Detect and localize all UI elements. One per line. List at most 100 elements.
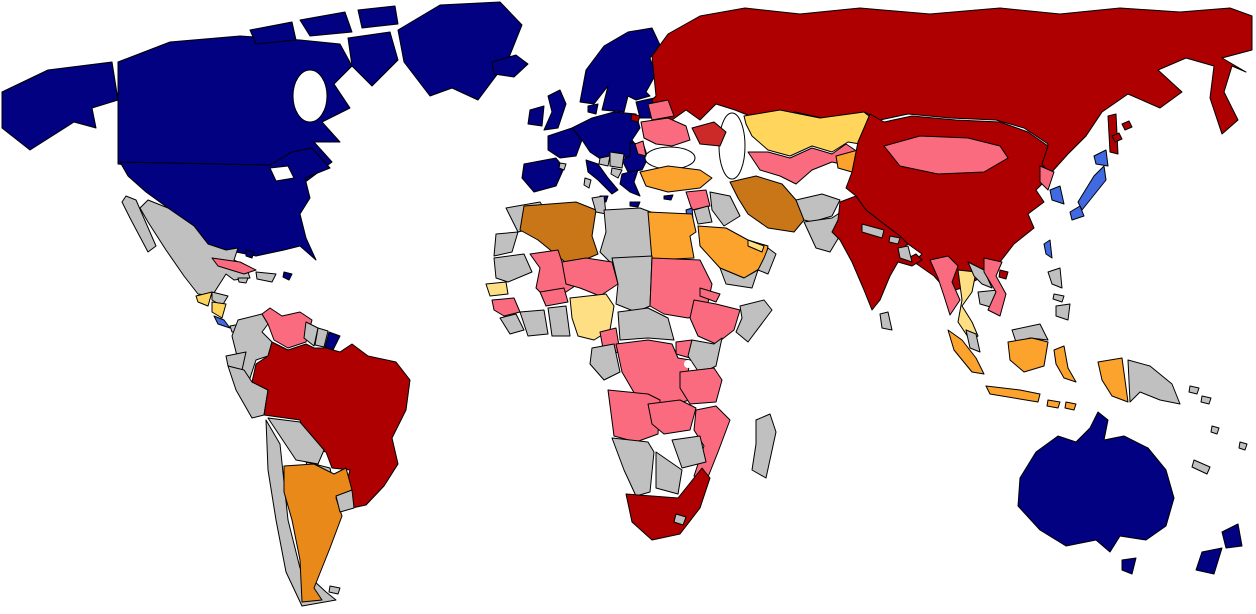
region-niger (561, 257, 619, 297)
region-greece (619, 169, 641, 197)
region-kaliningrad (630, 113, 641, 123)
region-java (985, 385, 1041, 403)
region-falklands (328, 585, 341, 595)
region-south-korea (1049, 185, 1065, 205)
region-burkina-faso (539, 287, 569, 307)
region-papua-new-guinea (1127, 359, 1181, 405)
region-caucasus (691, 121, 727, 147)
region-arctic-island (249, 21, 297, 45)
region-mongolia (883, 135, 1009, 175)
region-chad (611, 255, 653, 313)
region-cyprus (663, 194, 674, 201)
region-botswana (655, 451, 683, 495)
region-fiji (1238, 441, 1248, 451)
region-yemen (719, 267, 759, 289)
region-syria (685, 189, 711, 211)
region-brazil (251, 341, 411, 509)
region-laos (967, 261, 993, 289)
region-baja (121, 195, 157, 253)
region-ghana-togo-benin (547, 305, 571, 337)
region-kazakhstan (743, 109, 877, 157)
region-sakhalin (1107, 113, 1119, 155)
region-sulawesi (1053, 345, 1077, 383)
region-japan-hokkaido (1093, 149, 1109, 167)
region-luzon (1047, 267, 1063, 289)
region-bangladesh (897, 245, 913, 263)
region-iberia (521, 157, 565, 193)
region-west-papua (1097, 357, 1129, 403)
region-hainan (998, 269, 1009, 280)
region-bhutan (888, 235, 901, 245)
region-ireland (527, 105, 545, 127)
region-central-african-republic (617, 307, 675, 341)
region-sumatra (947, 329, 985, 375)
region-egypt (647, 211, 697, 261)
region-greenland (397, 1, 523, 101)
region-oman (757, 247, 777, 275)
region-australia (1017, 411, 1175, 553)
region-gabon-congo (589, 343, 621, 381)
region-solomon-islands (1188, 385, 1200, 395)
region-taiwan (1043, 239, 1053, 259)
region-uruguay (335, 489, 355, 513)
region-denmark (587, 103, 599, 115)
region-japan-kyushu (1069, 205, 1085, 221)
region-iraq (709, 191, 741, 227)
region-nz-south (1195, 547, 1223, 575)
region-suriname (314, 327, 329, 348)
region-vietnam (983, 257, 1007, 317)
region-lesser-sunda (1046, 399, 1061, 409)
region-visayas (1052, 293, 1065, 303)
region-italy (585, 159, 619, 195)
region-iceland (491, 54, 529, 78)
region-zambia (647, 399, 697, 435)
region-belarus (647, 99, 675, 121)
region-kalimantan (1007, 337, 1049, 373)
region-cuba (211, 257, 257, 275)
region-madagascar (751, 413, 777, 479)
region-moldova (634, 140, 647, 157)
region-jamaica (237, 277, 249, 284)
region-guinea (491, 297, 521, 317)
black-sea (644, 146, 696, 170)
region-india (831, 195, 923, 311)
region-senegal (485, 281, 509, 297)
region-western-sahara (493, 231, 519, 257)
region-new-caledonia (1191, 459, 1211, 475)
region-alaska (1, 61, 119, 151)
region-jordan (693, 205, 713, 225)
region-malaysia (965, 329, 981, 353)
region-mindanao (1055, 303, 1071, 321)
caspian-sea (718, 112, 746, 180)
region-vanuatu (1210, 425, 1220, 435)
great-lakes (269, 165, 295, 182)
region-bolivia (267, 417, 325, 465)
region-hispaniola (255, 271, 277, 283)
region-sri-lanka (879, 311, 893, 331)
region-guyana (303, 321, 319, 347)
region-tanzania (679, 367, 723, 405)
region-algeria (519, 201, 599, 267)
region-somalia (735, 299, 773, 343)
region-balearic (558, 162, 567, 171)
region-turkey (639, 165, 713, 193)
region-afghanistan (795, 193, 841, 223)
region-crete (629, 201, 641, 208)
region-ethiopia (689, 299, 741, 345)
region-uae-qatar (747, 239, 765, 253)
region-iran (729, 175, 805, 233)
region-lesser-sunda (1064, 401, 1077, 411)
region-kurils (1121, 120, 1133, 131)
region-antilles (282, 271, 293, 281)
region-angola (607, 389, 661, 443)
region-arctic-island (299, 11, 353, 37)
region-sierra-leone-liberia (499, 313, 525, 335)
region-bahamas (245, 249, 255, 259)
region-serbia (609, 151, 625, 169)
region-tasmania (1121, 557, 1137, 575)
region-japan-honshu (1077, 165, 1107, 211)
region-thailand (957, 269, 979, 341)
region-nz-north (1221, 523, 1243, 549)
region-zimbabwe (671, 435, 707, 469)
